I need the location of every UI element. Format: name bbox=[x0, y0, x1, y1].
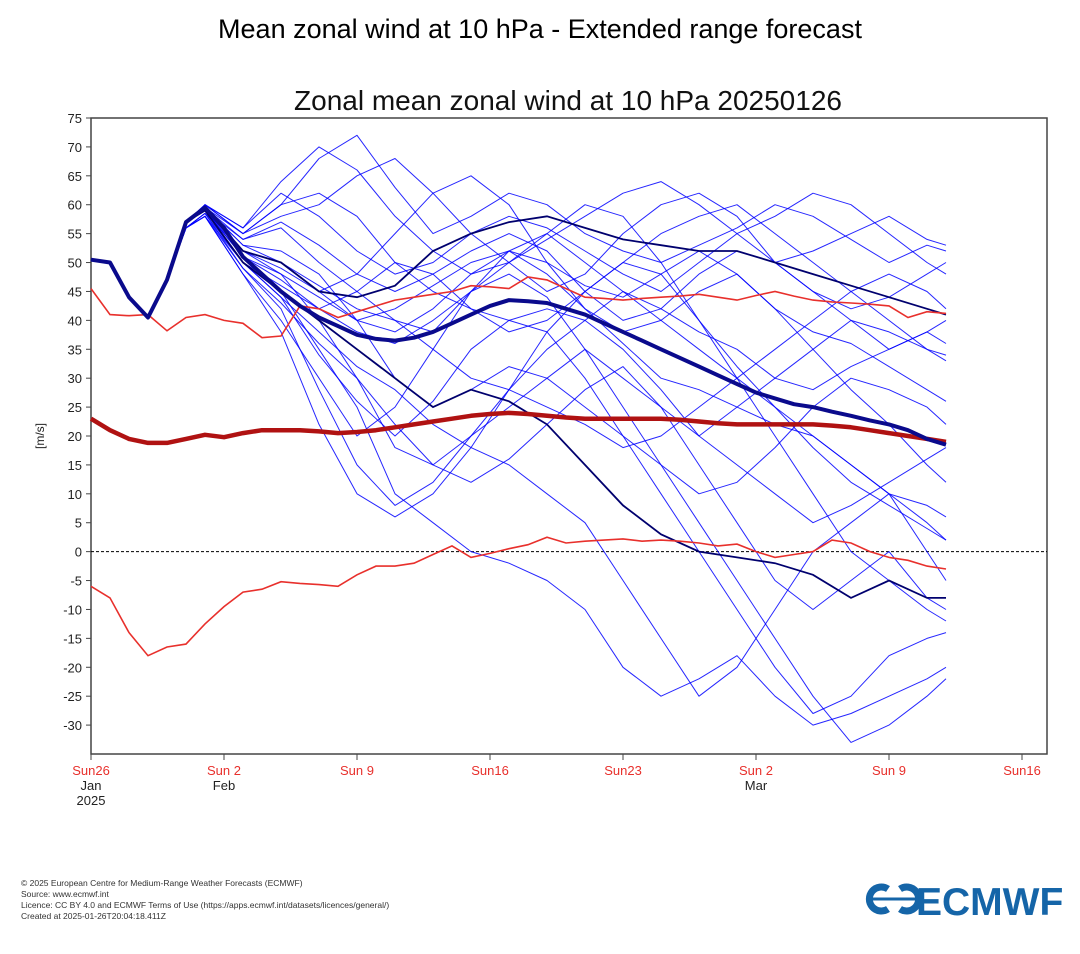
y-tick-label: 15 bbox=[68, 458, 82, 473]
climate-max-line bbox=[90, 276, 947, 339]
ensemble-member-line bbox=[90, 215, 947, 726]
ensemble-mean-line bbox=[90, 205, 947, 447]
x-month-label: Feb bbox=[213, 778, 235, 793]
y-tick-label: -15 bbox=[63, 631, 82, 646]
y-tick-label: 60 bbox=[68, 198, 82, 213]
x-month-label: Jan bbox=[81, 778, 102, 793]
y-tick-label: 30 bbox=[68, 371, 82, 386]
y-tick-label: 65 bbox=[68, 169, 82, 184]
plot-area: -30-25-20-15-10-505101520253035404550556… bbox=[63, 111, 1048, 808]
ensemble-member-line bbox=[90, 215, 947, 506]
x-tick-label: Sun 9 bbox=[872, 763, 906, 778]
y-tick-label: 10 bbox=[68, 487, 82, 502]
ensemble-member-line bbox=[90, 212, 947, 524]
y-tick-label: 70 bbox=[68, 140, 82, 155]
climate-mean-line bbox=[89, 410, 947, 446]
ensemble-member-line bbox=[90, 210, 947, 743]
y-tick-label: 50 bbox=[68, 256, 82, 271]
x-tick-label: Sun23 bbox=[604, 763, 642, 778]
y-axis-label: [m/s] bbox=[33, 423, 47, 449]
y-tick-label: 0 bbox=[75, 545, 82, 560]
series-group bbox=[89, 134, 1047, 743]
y-axis: -30 -25 -20 -15 -10 -5 0 5 10 15 20 25 30 35 40 45 50 55 6… bbox=[63, 111, 91, 733]
footer-copyright: © 2025 European Centre for Medium-Range … bbox=[21, 878, 303, 888]
y-tick-label: -30 bbox=[63, 718, 82, 733]
footer-source: Source: www.ecmwf.int bbox=[21, 889, 109, 899]
y-tick-label: 20 bbox=[68, 429, 82, 444]
y-tick-label: -10 bbox=[63, 602, 82, 617]
ensemble-member-line bbox=[90, 215, 947, 541]
highlight-member-line bbox=[90, 209, 946, 599]
y-tick-label: -5 bbox=[70, 574, 82, 589]
y-tick-label: 45 bbox=[68, 284, 82, 299]
x-tick-label: Sun 2 bbox=[207, 763, 241, 778]
ecmwf-logo-symbol bbox=[865, 883, 923, 915]
footer: © 2025 European Centre for Medium-Range … bbox=[21, 878, 389, 921]
x-tick-label: Sun26 bbox=[72, 763, 110, 778]
x-tick-label: Sun16 bbox=[471, 763, 509, 778]
ecmwf-logo: ECMWF bbox=[865, 881, 1063, 924]
climate-min-line bbox=[90, 536, 947, 657]
y-tick-label: 5 bbox=[75, 516, 82, 531]
y-tick-label: 40 bbox=[68, 313, 82, 328]
x-month-label: Mar bbox=[745, 778, 768, 793]
ensemble-member-line bbox=[90, 192, 947, 714]
x-tick-label: Sun16 bbox=[1003, 763, 1041, 778]
ensemble-member-line bbox=[90, 212, 947, 466]
page-title: Mean zonal wind at 10 hPa - Extended ran… bbox=[218, 14, 862, 44]
x-tick-label: Sun 2 bbox=[739, 763, 773, 778]
y-tick-label: 35 bbox=[68, 342, 82, 357]
x-year-label: 2025 bbox=[77, 793, 106, 808]
footer-created: Created at 2025-01-26T20:04:18.411Z bbox=[21, 911, 166, 921]
y-tick-label: -25 bbox=[63, 689, 82, 704]
footer-licence: Licence: CC BY 4.0 and ECMWF Terms of Us… bbox=[21, 900, 389, 910]
chart-title: Zonal mean zonal wind at 10 hPa 20250126 bbox=[294, 85, 842, 116]
ensemble-member-line bbox=[90, 210, 947, 402]
y-tick-label: -20 bbox=[63, 660, 82, 675]
y-tick-label: 25 bbox=[68, 400, 82, 415]
y-tick-label: 75 bbox=[68, 111, 82, 126]
y-tick-label: 55 bbox=[68, 227, 82, 242]
x-tick-label: Sun 9 bbox=[340, 763, 374, 778]
ecmwf-logo-text: ECMWF bbox=[916, 881, 1063, 924]
